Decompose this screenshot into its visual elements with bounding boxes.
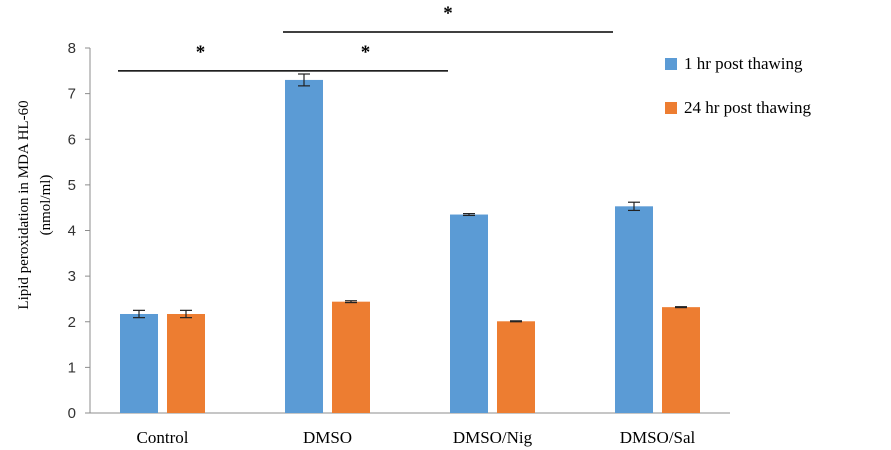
y-tick-label: 1 bbox=[68, 359, 76, 376]
significance-star: * bbox=[361, 42, 371, 63]
bar bbox=[662, 307, 700, 413]
x-category-label: Control bbox=[137, 428, 189, 447]
legend-swatch bbox=[665, 102, 677, 114]
x-category-label: DMSO/Nig bbox=[453, 428, 533, 447]
y-tick-label: 8 bbox=[68, 40, 76, 57]
y-tick-label: 7 bbox=[68, 86, 76, 103]
y-tick-label: 6 bbox=[68, 131, 76, 148]
bar bbox=[450, 214, 488, 413]
bar bbox=[120, 313, 158, 413]
significance-markers: * * * bbox=[118, 3, 613, 72]
legend-swatch bbox=[665, 58, 677, 70]
significance-star: * bbox=[443, 3, 453, 24]
legend-entry: 24 hr post thawing bbox=[684, 98, 812, 117]
y-tick-label: 4 bbox=[68, 223, 76, 240]
y-axis-label-line-2: (nmol/ml) bbox=[38, 175, 54, 236]
y-tick-label: 2 bbox=[68, 314, 76, 331]
legend-entry: 1 hr post thawing bbox=[684, 54, 803, 73]
y-axis-label-line-1: Lipid peroxidation in MDA HL-60 bbox=[16, 100, 32, 309]
y-tick-label: 5 bbox=[68, 177, 76, 194]
bar bbox=[285, 79, 323, 413]
error-bars bbox=[133, 73, 687, 323]
bar bbox=[497, 321, 535, 413]
significance-star: * bbox=[196, 42, 206, 63]
bar bbox=[167, 313, 205, 413]
x-category-label: DMSO bbox=[303, 428, 352, 447]
legend: 1 hr post thawing 24 hr post thawing bbox=[665, 54, 812, 117]
bars bbox=[120, 79, 700, 413]
y-tick-label: 0 bbox=[68, 405, 76, 422]
bar bbox=[615, 206, 653, 413]
y-tick-label: 3 bbox=[68, 268, 76, 285]
bar bbox=[332, 301, 370, 413]
x-category-label: DMSO/Sal bbox=[620, 428, 696, 447]
x-axis-categories: Control DMSO DMSO/Nig DMSO/Sal bbox=[137, 428, 696, 447]
